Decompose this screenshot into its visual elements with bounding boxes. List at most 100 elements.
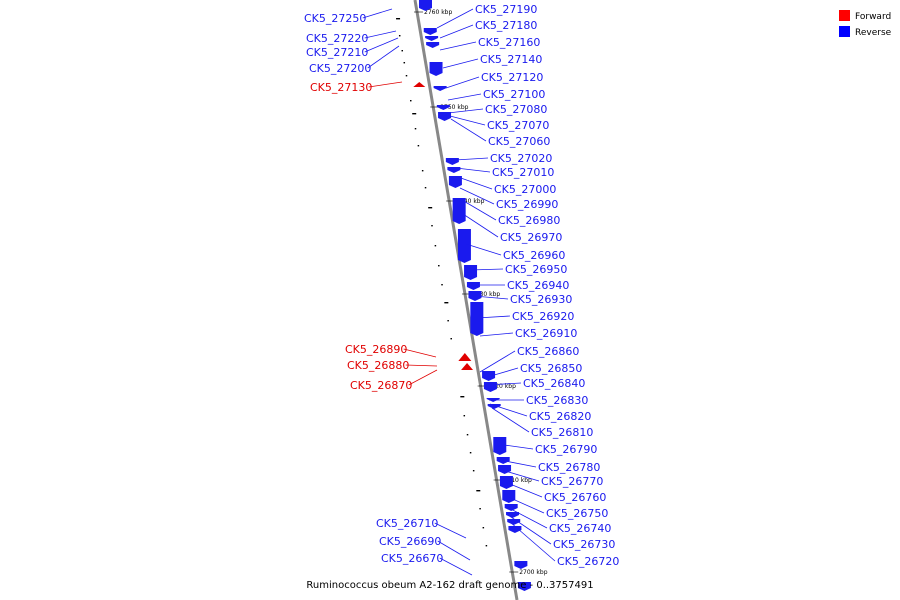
gene-label[interactable]: CK5_27060 bbox=[488, 135, 550, 148]
leader-line bbox=[459, 187, 495, 205]
tick-label: 2740 kbp bbox=[456, 198, 484, 205]
forward-gene-feature bbox=[413, 82, 426, 87]
gene-label[interactable]: CK5_27100 bbox=[483, 88, 545, 101]
leader-line bbox=[405, 364, 438, 367]
leader-line bbox=[489, 403, 528, 417]
gene-label[interactable]: CK5_26710 bbox=[376, 517, 438, 530]
gene-label[interactable]: CK5_26810 bbox=[531, 426, 593, 439]
leader-line bbox=[454, 157, 489, 161]
gene-label[interactable]: CK5_26730 bbox=[553, 538, 615, 551]
gene-label[interactable]: CK5_26750 bbox=[546, 507, 608, 520]
gene-features bbox=[413, 0, 531, 591]
minor-feature bbox=[444, 302, 449, 304]
tick-label: 2760 kbp bbox=[424, 9, 452, 16]
gene-label[interactable]: CK5_26880 bbox=[347, 359, 409, 372]
gene-label[interactable]: CK5_26850 bbox=[520, 362, 582, 375]
minor-feature bbox=[396, 18, 401, 20]
minor-feature bbox=[485, 545, 488, 547]
gene-label[interactable]: CK5_26830 bbox=[526, 394, 588, 407]
reverse-gene-feature bbox=[507, 519, 521, 525]
gene-label[interactable]: CK5_27220 bbox=[306, 32, 368, 45]
gene-label[interactable]: CK5_26950 bbox=[505, 263, 567, 276]
minor-feature bbox=[417, 145, 420, 147]
gene-label[interactable]: CK5_26870 bbox=[350, 379, 412, 392]
gene-label[interactable]: CK5_26740 bbox=[549, 522, 611, 535]
gene-label[interactable]: CK5_27010 bbox=[492, 166, 554, 179]
leader-line bbox=[491, 407, 530, 433]
gene-label[interactable]: CK5_26820 bbox=[529, 410, 591, 423]
gene-label[interactable]: CK5_27000 bbox=[494, 183, 556, 196]
gene-label[interactable]: CK5_26770 bbox=[541, 475, 603, 488]
leader-line bbox=[506, 506, 548, 529]
gene-label[interactable]: CK5_26930 bbox=[510, 293, 572, 306]
gene-label[interactable]: CK5_26970 bbox=[500, 231, 562, 244]
tick-label: 2710 kbp bbox=[504, 477, 532, 484]
gene-label[interactable]: CK5_26780 bbox=[538, 461, 600, 474]
gene-label[interactable]: CK5_27160 bbox=[478, 36, 540, 49]
leader-line bbox=[364, 37, 399, 53]
gene-label[interactable]: CK5_26960 bbox=[503, 249, 565, 262]
gene-label[interactable]: CK5_26670 bbox=[381, 552, 443, 565]
leader-line bbox=[457, 176, 493, 190]
reverse-gene-feature bbox=[429, 62, 443, 76]
reverse-gene-feature bbox=[452, 198, 466, 224]
gene-label[interactable]: CK5_27250 bbox=[304, 12, 366, 25]
leader-line bbox=[479, 350, 516, 373]
reverse-gene-feature bbox=[445, 158, 459, 165]
gene-label[interactable]: CK5_27200 bbox=[309, 62, 371, 75]
gene-label[interactable]: CK5_26890 bbox=[345, 343, 407, 356]
gene-label[interactable]: CK5_26720 bbox=[557, 555, 619, 568]
gene-label[interactable]: CK5_26760 bbox=[544, 491, 606, 504]
gene-label[interactable]: CK5_27130 bbox=[310, 81, 372, 94]
leader-line bbox=[442, 58, 479, 69]
leader-line bbox=[439, 24, 474, 39]
gene-label[interactable]: CK5_26940 bbox=[507, 279, 569, 292]
leader-line bbox=[501, 469, 540, 482]
legend-label-reverse: Reverse bbox=[855, 28, 892, 38]
gene-label[interactable]: CK5_27120 bbox=[481, 71, 543, 84]
leader-line bbox=[483, 367, 519, 379]
gene-label[interactable]: CK5_26980 bbox=[498, 214, 560, 227]
minor-feature bbox=[450, 338, 452, 340]
reverse-gene-feature bbox=[436, 105, 450, 110]
leader-line bbox=[447, 108, 484, 114]
reverse-gene-feature bbox=[487, 404, 501, 409]
gene-label[interactable]: CK5_27070 bbox=[487, 119, 549, 132]
tick-label: 2700 kbp bbox=[519, 569, 547, 576]
gene-label[interactable]: CK5_27180 bbox=[475, 19, 537, 32]
reverse-gene-feature bbox=[483, 382, 497, 392]
reverse-gene-feature bbox=[506, 512, 520, 518]
leader-line bbox=[499, 459, 537, 468]
gene-label[interactable]: CK5_26690 bbox=[379, 535, 441, 548]
tick-label: 2750 kbp bbox=[440, 104, 468, 111]
tick-label: 2730 kbp bbox=[472, 291, 500, 298]
gene-label[interactable]: CK5_26790 bbox=[535, 443, 597, 456]
leader-line bbox=[469, 268, 504, 271]
gene-label[interactable]: CK5_27020 bbox=[490, 152, 552, 165]
gene-label[interactable]: CK5_26910 bbox=[515, 327, 577, 340]
reverse-gene-feature bbox=[508, 526, 522, 533]
leader-line bbox=[364, 30, 397, 39]
strand-legend: Forward Reverse bbox=[839, 10, 892, 38]
gene-label[interactable]: CK5_26920 bbox=[512, 310, 574, 323]
gene-label[interactable]: CK5_26860 bbox=[517, 345, 579, 358]
leader-line bbox=[504, 481, 543, 498]
gene-label[interactable]: CK5_27190 bbox=[475, 3, 537, 16]
gene-label[interactable]: CK5_26990 bbox=[496, 198, 558, 211]
gene-label[interactable]: CK5_27210 bbox=[306, 46, 368, 59]
forward-gene-feature bbox=[461, 363, 474, 370]
minor-feature bbox=[466, 434, 469, 436]
leader-line bbox=[447, 93, 482, 101]
leader-line bbox=[461, 199, 497, 221]
reverse-gene-feature bbox=[423, 28, 437, 35]
gene-label[interactable]: CK5_27140 bbox=[480, 53, 542, 66]
gene-label[interactable]: CK5_26840 bbox=[523, 377, 585, 390]
reverse-gene-feature bbox=[482, 371, 496, 381]
reverse-gene-feature bbox=[464, 265, 478, 280]
leader-line bbox=[473, 295, 509, 300]
reverse-gene-feature bbox=[433, 86, 447, 91]
gene-label[interactable]: CK5_27080 bbox=[485, 103, 547, 116]
reverse-gene-feature bbox=[457, 229, 471, 263]
leader-line bbox=[408, 369, 438, 386]
